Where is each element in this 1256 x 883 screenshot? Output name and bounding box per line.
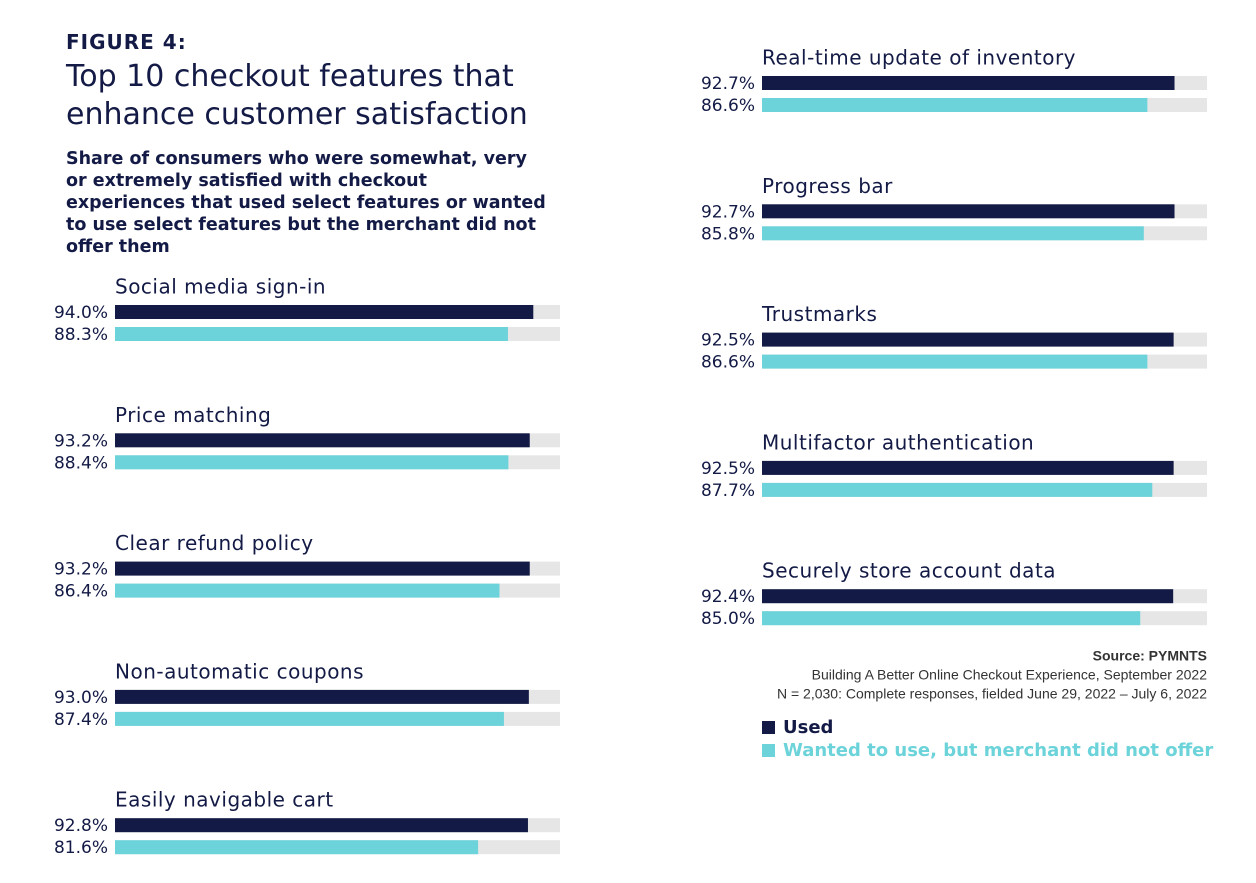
legend-label: Used	[783, 717, 833, 738]
value-label: 81.6%	[54, 838, 108, 858]
bar	[115, 433, 530, 448]
value-label: 93.2%	[54, 431, 108, 451]
bar	[115, 689, 529, 704]
bar	[115, 305, 534, 319]
value-label: 87.4%	[54, 710, 108, 730]
value-label: 87.7%	[701, 481, 755, 501]
bar	[762, 226, 1144, 241]
bar	[762, 354, 1148, 369]
value-label: 86.6%	[701, 96, 755, 116]
category-label: Securely store account data	[762, 559, 1056, 583]
category-label: Trustmarks	[761, 302, 877, 326]
bar	[762, 332, 1174, 347]
value-label: 92.4%	[701, 587, 755, 607]
bar	[115, 818, 528, 833]
category-label: Real-time update of inventory	[762, 46, 1076, 70]
bar	[115, 327, 508, 341]
value-label: 93.0%	[54, 688, 108, 708]
bar	[762, 204, 1175, 219]
bar	[762, 76, 1175, 90]
category-label: Price matching	[115, 403, 271, 427]
bar	[115, 711, 504, 726]
legend-swatch	[762, 721, 775, 734]
bar	[762, 611, 1141, 626]
bar	[762, 482, 1153, 497]
bar	[115, 455, 509, 470]
value-label: 92.5%	[701, 459, 755, 479]
value-label: 86.6%	[701, 353, 755, 373]
value-label: 92.7%	[701, 202, 755, 222]
figure-label: FIGURE 4:	[66, 30, 187, 54]
value-label: 85.0%	[701, 609, 755, 629]
category-label: Non-automatic coupons	[115, 659, 364, 683]
value-label: 93.2%	[54, 560, 108, 580]
source-line: N = 2,030: Complete responses, fielded J…	[777, 686, 1207, 702]
category-label: Progress bar	[762, 174, 893, 198]
chart-title: Top 10 checkout features that enhance cu…	[66, 59, 528, 132]
category-label: Social media sign-in	[115, 275, 326, 299]
value-label: 92.7%	[701, 74, 755, 94]
legend-label: Wanted to use, but merchant did not offe…	[783, 740, 1213, 761]
value-label: 92.8%	[54, 816, 108, 836]
value-label: 94.0%	[54, 303, 108, 323]
value-label: 92.5%	[701, 331, 755, 351]
source-line: Building A Better Online Checkout Experi…	[812, 667, 1208, 683]
value-label: 86.4%	[54, 582, 108, 602]
value-label: 88.3%	[54, 325, 108, 345]
source-line: Source: PYMNTS	[1093, 648, 1207, 664]
category-label: Clear refund policy	[115, 531, 314, 555]
bar	[762, 98, 1148, 112]
bar	[762, 589, 1174, 604]
bar	[762, 460, 1174, 475]
category-label: Multifactor authentication	[762, 430, 1034, 454]
chart-subtitle: Share of consumers who were somewhat, ve…	[66, 149, 546, 257]
value-label: 88.4%	[54, 453, 108, 473]
value-label: 85.8%	[701, 224, 755, 244]
bar	[115, 583, 500, 598]
bar	[115, 561, 530, 576]
bar	[115, 840, 479, 855]
legend-swatch	[762, 744, 775, 757]
category-label: Easily navigable cart	[115, 788, 334, 812]
